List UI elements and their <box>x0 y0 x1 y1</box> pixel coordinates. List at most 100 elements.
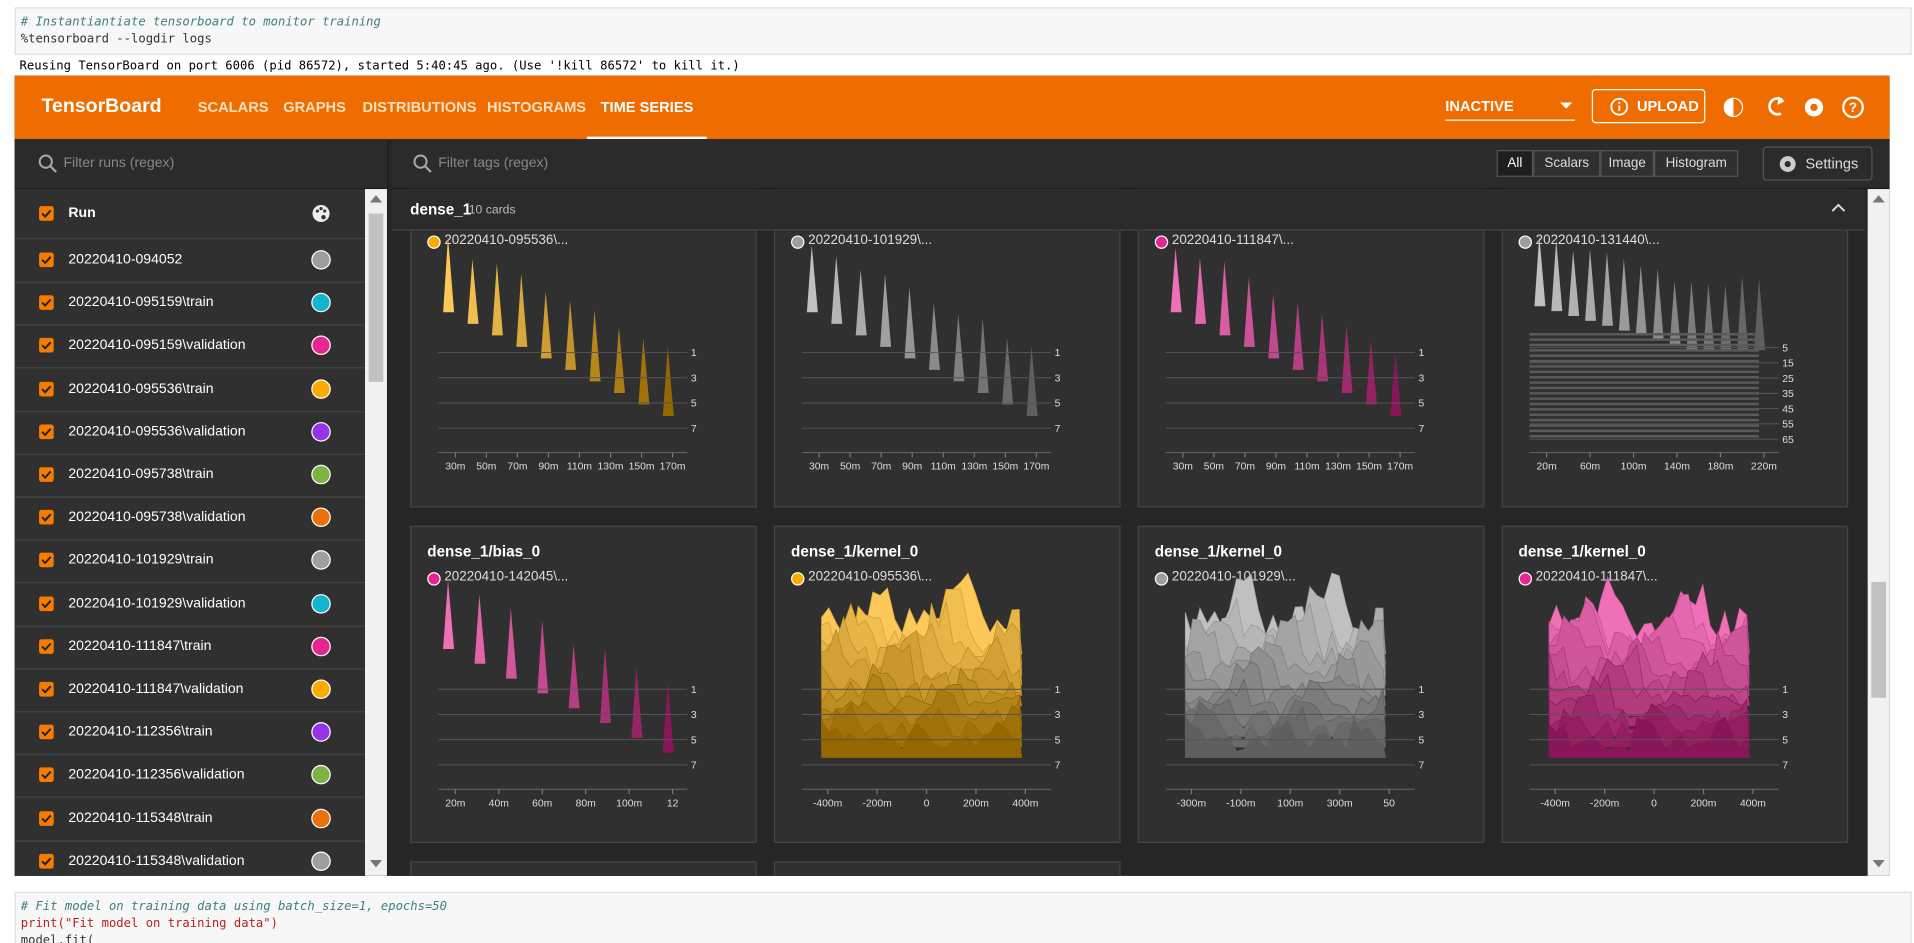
x-tick-label: 50 <box>1383 798 1395 809</box>
filter-button[interactable]: Image <box>1600 150 1655 177</box>
y-tick-label: 3 <box>1418 710 1424 721</box>
checkbox[interactable] <box>39 638 54 654</box>
run-color[interactable] <box>311 250 331 270</box>
distribution-spike <box>638 338 650 405</box>
x-tick-label: 300m <box>1327 798 1353 809</box>
run-color[interactable] <box>311 507 331 528</box>
checkbox[interactable] <box>39 853 54 869</box>
run-row: 20220410-115348\validation <box>15 840 365 876</box>
checkbox[interactable] <box>39 810 54 826</box>
card-title: dense_1/kernel_0 <box>1154 542 1283 560</box>
checkbox[interactable] <box>39 467 54 482</box>
x-tick-label: 100m <box>1277 798 1303 809</box>
checkbox[interactable] <box>39 596 54 611</box>
nav-tab[interactable]: TIME SERIES <box>587 76 707 140</box>
x-tick-label: 100m <box>616 798 642 809</box>
code-line: print("Fit model on training data") <box>20 917 278 931</box>
run-color[interactable] <box>311 679 331 700</box>
run-name: 20220410-095738\train <box>68 467 214 482</box>
collapse-icon[interactable] <box>1831 203 1846 213</box>
run-color <box>791 572 805 586</box>
y-tick-label: 7 <box>1418 761 1424 772</box>
checkbox[interactable] <box>39 767 54 783</box>
run-name: 20220410-115348\train <box>68 810 213 826</box>
run-color[interactable] <box>311 464 331 485</box>
help-icon[interactable] <box>1842 96 1864 119</box>
checkbox[interactable] <box>39 553 54 568</box>
checkbox[interactable] <box>39 681 54 697</box>
checkbox[interactable] <box>39 252 54 268</box>
distribution-spike <box>443 580 455 649</box>
x-tick-label: 80m <box>576 798 596 809</box>
run-label: 20220410-101929\... <box>1171 569 1296 585</box>
checkbox[interactable] <box>39 424 54 439</box>
run-color[interactable] <box>311 808 331 828</box>
x-tick-label: 20m <box>1537 462 1557 473</box>
distribution-spike <box>1317 313 1329 382</box>
nav-tab[interactable]: DISTRIBUTIONS <box>362 98 477 116</box>
nav-tab[interactable]: GRAPHS <box>283 98 346 116</box>
distribution-ridge <box>1548 716 1750 758</box>
card <box>773 861 1121 876</box>
distribution-spike <box>516 273 528 347</box>
scrollbar[interactable] <box>1867 189 1890 876</box>
scroll-thumb[interactable] <box>368 213 384 382</box>
run-color[interactable] <box>311 765 331 785</box>
nav-tab[interactable]: SCALARS <box>197 98 269 116</box>
svg-text:?: ? <box>1849 100 1857 115</box>
x-tick-label: 110m <box>1294 462 1319 473</box>
upload-button[interactable]: UPLOAD <box>1591 89 1706 124</box>
scrollbar[interactable] <box>364 189 387 876</box>
distribution-spike <box>1268 294 1280 359</box>
run-color[interactable] <box>311 636 331 657</box>
x-tick-label: 100m <box>1621 462 1647 473</box>
y-tick-label: 7 <box>1782 761 1788 772</box>
x-tick-label: 170m <box>1023 462 1049 473</box>
run-color[interactable] <box>311 593 331 614</box>
y-tick-label: 35 <box>1782 389 1794 400</box>
run-row: 20220410-095159\train <box>14 282 365 326</box>
checkbox[interactable] <box>39 510 54 525</box>
checkbox[interactable] <box>39 295 54 311</box>
x-tick-label: 110m <box>931 462 956 473</box>
run-label: 20220410-131440\... <box>1535 233 1660 248</box>
filter-button[interactable]: All <box>1496 150 1534 177</box>
distribution-spike <box>540 291 552 359</box>
palette-icon[interactable] <box>311 204 331 224</box>
column-header: Run <box>68 206 96 221</box>
filter-button[interactable]: Histogram <box>1654 150 1739 177</box>
run-color[interactable] <box>311 550 331 571</box>
run-color[interactable] <box>311 722 331 742</box>
run-color[interactable] <box>311 378 331 399</box>
card-title: dense_1/bias_0 <box>427 542 541 560</box>
settings-button[interactable]: Settings <box>1762 146 1873 181</box>
x-tick-label: 50m <box>840 462 860 473</box>
y-tick-label: 5 <box>1055 735 1061 746</box>
nav-tab[interactable]: HISTOGRAMS <box>487 98 587 116</box>
distribution-spike <box>928 302 940 370</box>
y-tick-label: 5 <box>691 399 697 410</box>
run-row: 20220410-101929\validation <box>14 583 365 627</box>
checkbox[interactable] <box>39 381 54 396</box>
brand: TensorBoard <box>41 96 162 118</box>
scroll-thumb[interactable] <box>1871 581 1886 698</box>
run-color[interactable] <box>311 335 331 356</box>
status-select[interactable]: INACTIVE <box>1445 93 1575 121</box>
x-tick-label: 200m <box>1691 798 1717 809</box>
run-color[interactable] <box>311 293 331 313</box>
checkbox[interactable] <box>39 338 54 354</box>
histogram-card: dense_1/kernel_0 20220410-101929\... 1 3 5 7 -… <box>1137 525 1485 843</box>
distribution-spike <box>1669 281 1681 346</box>
checkbox[interactable] <box>39 206 54 221</box>
run-filter[interactable]: Filter runs (regex) <box>14 139 387 190</box>
filter-placeholder[interactable]: Filter tags (regex) <box>438 156 549 171</box>
x-tick-label: -400m <box>813 798 842 809</box>
group-header[interactable]: dense_1 10 cards <box>391 189 1866 231</box>
histogram-card: 20220410-111847\... 1 3 5 7 30m 50m 70m 90m 110m 1… <box>1137 189 1485 508</box>
tensorboard: TensorBoard SCALARS GRAPHS DISTRIBUTIONS HI… <box>14 75 1890 876</box>
distribution-spike <box>600 648 612 724</box>
filter-button[interactable]: Scalars <box>1533 150 1601 177</box>
checkbox[interactable] <box>39 724 54 740</box>
run-color[interactable] <box>311 851 331 871</box>
run-color[interactable] <box>311 421 331 442</box>
